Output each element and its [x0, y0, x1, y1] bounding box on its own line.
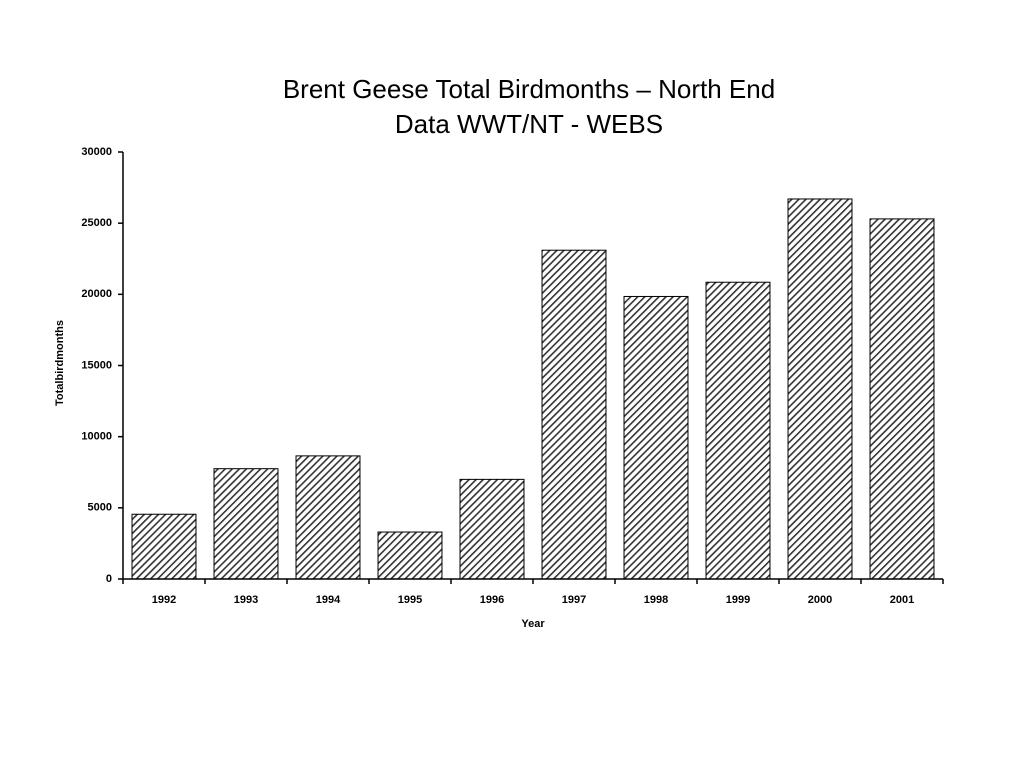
- bar: [377, 531, 443, 580]
- x-tick-label: 1998: [644, 594, 668, 606]
- x-tick-label: 1993: [234, 594, 258, 606]
- y-tick-label: 10000: [81, 431, 112, 443]
- bar: [623, 295, 689, 580]
- bar: [295, 455, 361, 580]
- y-tick-label: 25000: [81, 217, 112, 229]
- bar: [131, 513, 197, 580]
- chart-subtitle: Data WWT/NT - WEBS: [395, 109, 663, 139]
- y-tick-label: 15000: [81, 359, 112, 371]
- x-tick-label: 1997: [562, 594, 586, 606]
- x-tick-label: 1996: [480, 594, 504, 606]
- x-tick-label: 1995: [398, 594, 422, 606]
- bar: [787, 198, 853, 580]
- x-tick-label: 1992: [152, 594, 176, 606]
- x-tick-label: 2000: [808, 594, 832, 606]
- bar: [705, 281, 771, 580]
- chart-title: Brent Geese Total Birdmonths – North End: [283, 74, 775, 104]
- x-tick-label: 2001: [890, 594, 914, 606]
- y-tick-label: 30000: [81, 146, 112, 158]
- bar: [213, 468, 279, 580]
- y-tick-label: 5000: [88, 502, 112, 514]
- x-tick-label: 1994: [316, 594, 341, 606]
- y-axis-label: Totalbirdmonths: [54, 320, 66, 406]
- bar: [541, 249, 607, 580]
- bar: [459, 478, 525, 580]
- bar: [869, 218, 935, 580]
- x-tick-label: 1999: [726, 594, 750, 606]
- y-tick-label: 20000: [81, 288, 112, 300]
- x-axis-label: Year: [521, 618, 545, 630]
- y-tick-label: 0: [106, 573, 112, 585]
